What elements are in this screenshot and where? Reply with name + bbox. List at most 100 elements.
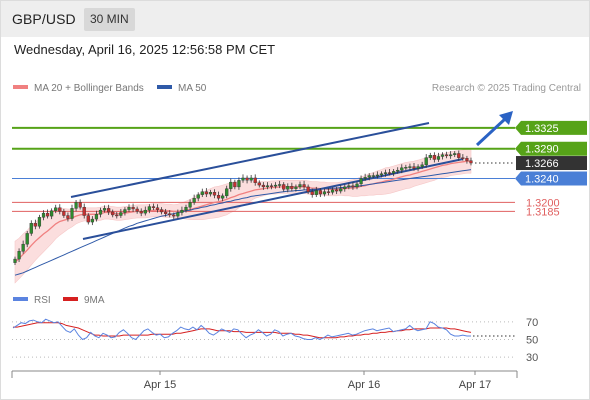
candle-body xyxy=(45,212,50,217)
candle xyxy=(176,209,180,219)
candle-body xyxy=(245,177,249,181)
candle xyxy=(82,203,86,219)
candle xyxy=(98,207,103,218)
candle xyxy=(127,204,131,212)
candle-body xyxy=(347,185,351,188)
candle-body xyxy=(278,184,282,186)
candle xyxy=(322,188,327,197)
candle-body xyxy=(41,212,46,218)
candle-body xyxy=(139,211,143,214)
candle-body xyxy=(249,177,253,181)
candle xyxy=(375,171,379,179)
candle-body xyxy=(58,207,62,212)
candle-body xyxy=(412,166,416,169)
candle-body xyxy=(383,172,388,174)
candle-body xyxy=(335,189,339,192)
candle xyxy=(216,191,221,201)
candles-layer xyxy=(13,150,473,266)
candle xyxy=(461,154,465,161)
candle-body xyxy=(229,181,233,189)
candle xyxy=(371,172,375,178)
candle xyxy=(273,182,278,189)
candle-body xyxy=(200,191,204,195)
candle xyxy=(314,186,318,198)
candle-body xyxy=(233,181,237,188)
candle xyxy=(465,155,469,164)
candle xyxy=(184,204,188,213)
candle xyxy=(221,193,225,202)
candle-body xyxy=(107,208,111,213)
candle xyxy=(70,204,74,221)
candle xyxy=(457,150,461,161)
candle xyxy=(351,182,355,190)
candle xyxy=(347,182,351,190)
candle xyxy=(86,213,90,225)
time-axis-label: Apr 16 xyxy=(348,379,380,391)
resistance-level-label: 1.3290 xyxy=(525,144,559,156)
candle-body xyxy=(208,192,213,195)
candle xyxy=(159,207,164,215)
candle xyxy=(74,200,78,212)
candle-body xyxy=(253,177,257,183)
candle xyxy=(50,208,54,220)
candle-body xyxy=(290,186,294,189)
header-bar: GBP/USD 30 MIN xyxy=(1,1,589,37)
candle xyxy=(245,175,249,184)
candle xyxy=(420,161,424,169)
candle xyxy=(155,204,160,213)
candle-body xyxy=(449,154,453,157)
candle-body xyxy=(21,243,25,252)
candle-body xyxy=(396,169,400,172)
candle xyxy=(135,206,139,214)
candle xyxy=(290,182,294,192)
rsi-legend-label: RSI xyxy=(34,295,51,306)
candle-body xyxy=(180,209,184,213)
ma20-legend-swatch xyxy=(13,85,28,89)
candle-body xyxy=(221,195,225,199)
support-level-label: 1.3240 xyxy=(525,174,559,186)
candle-body xyxy=(176,212,180,217)
candle xyxy=(269,183,274,190)
ma20-legend-label: MA 20 + Bollinger Bands xyxy=(34,83,144,94)
candle xyxy=(330,187,335,195)
candle xyxy=(143,206,147,216)
candle-body xyxy=(17,251,21,260)
candle-body xyxy=(62,211,66,216)
candle-body xyxy=(188,202,192,208)
projection-arrow-head xyxy=(499,111,513,125)
candle xyxy=(383,169,388,177)
candle xyxy=(367,173,371,181)
channel-lower-line xyxy=(82,158,464,240)
candle xyxy=(449,151,453,159)
candle-body xyxy=(29,223,33,234)
candle-body xyxy=(257,182,261,186)
candle xyxy=(359,175,363,187)
timeframe-badge[interactable]: 30 MIN xyxy=(84,8,135,31)
candle-body xyxy=(375,174,379,177)
level-lines-layer xyxy=(12,126,515,212)
time-axis-label: Apr 15 xyxy=(144,379,176,391)
candle xyxy=(261,182,265,190)
candle-body xyxy=(123,209,127,213)
candle-body xyxy=(155,207,160,210)
candle xyxy=(318,188,322,198)
candle xyxy=(21,240,25,254)
price-legend: MA 20 + Bollinger Bands MA 50 xyxy=(13,83,207,94)
candle-body xyxy=(82,206,86,216)
rsi-ma-legend-swatch xyxy=(63,297,78,301)
candle xyxy=(147,204,151,214)
candle-body xyxy=(135,208,139,212)
rsi-line xyxy=(12,318,471,341)
candle-body xyxy=(143,209,147,214)
candle-body xyxy=(241,177,245,181)
ma20-line xyxy=(14,160,471,263)
trend-channel-layer xyxy=(70,122,464,240)
candle xyxy=(278,180,282,189)
candle xyxy=(172,212,176,220)
candle-body xyxy=(70,208,74,219)
candle xyxy=(436,152,441,162)
candle xyxy=(168,210,172,218)
candle-body xyxy=(420,164,424,167)
